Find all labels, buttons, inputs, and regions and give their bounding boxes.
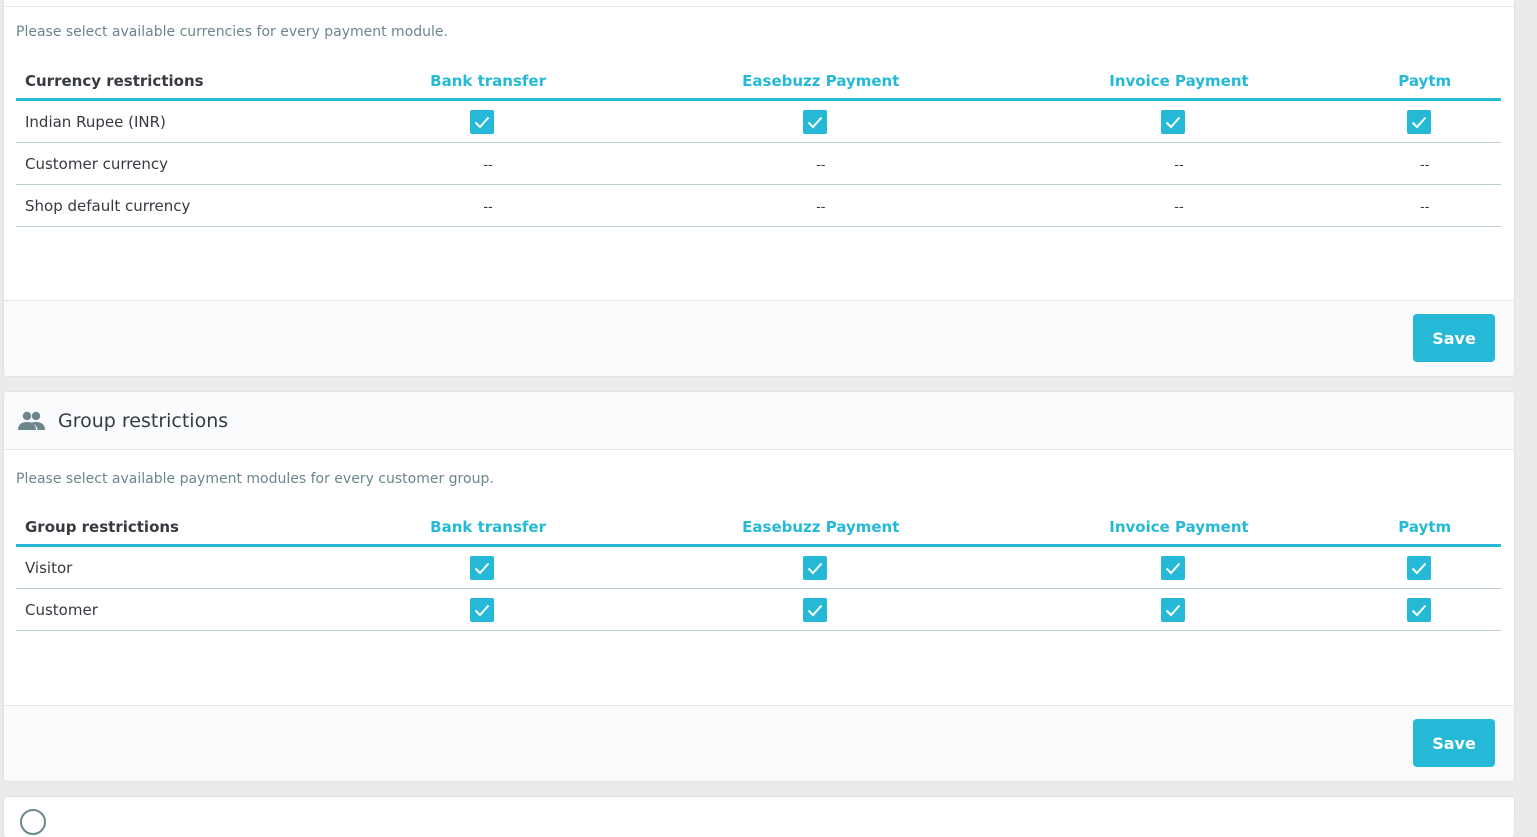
currency-restrictions-table: Currency restrictions Bank transfer Ease… bbox=[16, 64, 1501, 227]
table-cell bbox=[1348, 588, 1501, 631]
table-header-row: Group restrictions Bank transfer Easebuz… bbox=[16, 510, 1501, 547]
empty-cell-dash: -- bbox=[1174, 199, 1184, 215]
checkbox-checked[interactable] bbox=[1160, 555, 1185, 580]
table-cell: -- bbox=[632, 184, 1010, 227]
row-label: Indian Rupee (INR) bbox=[16, 99, 344, 143]
checkbox-checked[interactable] bbox=[802, 109, 827, 134]
empty-cell-dash: -- bbox=[816, 157, 826, 173]
empty-cell-dash: -- bbox=[483, 157, 493, 173]
empty-cell-dash: -- bbox=[1420, 157, 1430, 173]
checkbox-checked[interactable] bbox=[802, 597, 827, 622]
checkbox-checked[interactable] bbox=[1406, 555, 1431, 580]
checkmark-icon bbox=[474, 562, 490, 574]
group-restrictions-panel: Group restrictions Please select availab… bbox=[4, 392, 1514, 781]
table-cell bbox=[632, 99, 1010, 143]
people-icon bbox=[17, 410, 47, 432]
checkmark-icon bbox=[474, 116, 490, 128]
checkbox-checked[interactable] bbox=[1406, 109, 1431, 134]
checkmark-icon bbox=[474, 604, 490, 616]
group-restrictions-table: Group restrictions Bank transfer Easebuz… bbox=[16, 510, 1501, 631]
currency-restrictions-panel: Please select available currencies for e… bbox=[4, 0, 1514, 376]
checkmark-icon bbox=[1165, 604, 1181, 616]
checkbox-checked[interactable] bbox=[1160, 109, 1185, 134]
empty-cell-dash: -- bbox=[483, 199, 493, 215]
checkmark-icon bbox=[807, 604, 823, 616]
table-cell: -- bbox=[1348, 142, 1501, 185]
checkmark-icon bbox=[807, 562, 823, 574]
table-row: Customer bbox=[16, 588, 1501, 631]
checkbox-checked[interactable] bbox=[470, 109, 495, 134]
table-cell bbox=[1348, 545, 1501, 589]
table-cell bbox=[344, 545, 633, 589]
row-label: Customer currency bbox=[16, 142, 344, 185]
row-label: Visitor bbox=[16, 545, 344, 589]
column-header-paytm: Paytm bbox=[1348, 510, 1501, 547]
checkbox-checked[interactable] bbox=[1406, 597, 1431, 622]
column-header-currency-restrictions: Currency restrictions bbox=[16, 64, 344, 101]
table-row: Visitor bbox=[16, 545, 1501, 589]
checkmark-icon bbox=[807, 116, 823, 128]
table-cell bbox=[344, 99, 633, 143]
table-row: Shop default currency -- -- -- -- bbox=[16, 184, 1501, 227]
table-row: Indian Rupee (INR) bbox=[16, 99, 1501, 143]
checkmark-icon bbox=[1411, 604, 1426, 616]
table-cell: -- bbox=[344, 142, 633, 185]
table-cell: -- bbox=[1009, 142, 1349, 185]
column-header-invoice-payment: Invoice Payment bbox=[1009, 510, 1349, 547]
row-label: Shop default currency bbox=[16, 184, 344, 227]
checkmark-icon bbox=[1165, 562, 1181, 574]
table-header-row: Currency restrictions Bank transfer Ease… bbox=[16, 64, 1501, 101]
panel-footer: Save bbox=[4, 300, 1514, 376]
panel-heading: Group restrictions bbox=[4, 392, 1514, 450]
checkmark-icon bbox=[1165, 116, 1181, 128]
column-header-paytm: Paytm bbox=[1348, 64, 1501, 101]
table-cell: -- bbox=[344, 184, 633, 227]
checkbox-checked[interactable] bbox=[802, 555, 827, 580]
table-cell: -- bbox=[1009, 184, 1349, 227]
empty-cell-dash: -- bbox=[1174, 157, 1184, 173]
table-cell bbox=[632, 588, 1010, 631]
panel-title: Group restrictions bbox=[58, 409, 229, 432]
empty-cell-dash: -- bbox=[816, 199, 826, 215]
currency-table-body: Indian Rupee (INR) Customer currency -- -- -… bbox=[16, 99, 1501, 227]
save-button[interactable]: Save bbox=[1413, 314, 1495, 362]
table-cell bbox=[632, 545, 1010, 589]
table-cell bbox=[1009, 588, 1349, 631]
checkmark-icon bbox=[1411, 116, 1426, 128]
column-header-bank-transfer: Bank transfer bbox=[344, 64, 633, 101]
column-header-bank-transfer: Bank transfer bbox=[344, 510, 633, 547]
empty-cell-dash: -- bbox=[1420, 199, 1430, 215]
circle-icon bbox=[20, 809, 46, 835]
table-cell: -- bbox=[632, 142, 1010, 185]
checkmark-icon bbox=[1411, 562, 1426, 574]
checkbox-checked[interactable] bbox=[470, 555, 495, 580]
scrollbar-track[interactable] bbox=[1515, 0, 1537, 814]
table-cell: -- bbox=[1348, 184, 1501, 227]
column-header-group-restrictions: Group restrictions bbox=[16, 510, 344, 547]
table-cell bbox=[1009, 99, 1349, 143]
table-cell bbox=[344, 588, 633, 631]
group-table-body: Visitor Customer bbox=[16, 545, 1501, 631]
column-header-easebuzz-payment: Easebuzz Payment bbox=[632, 510, 1010, 547]
column-header-invoice-payment: Invoice Payment bbox=[1009, 64, 1349, 101]
next-panel bbox=[4, 797, 1514, 837]
table-cell bbox=[1348, 99, 1501, 143]
table-row: Customer currency -- -- -- -- bbox=[16, 142, 1501, 185]
table-cell bbox=[1009, 545, 1349, 589]
column-header-easebuzz-payment: Easebuzz Payment bbox=[632, 64, 1010, 101]
currency-help-text: Please select available currencies for e… bbox=[16, 24, 448, 40]
panel-footer: Save bbox=[4, 705, 1514, 781]
panel-top-border bbox=[4, 0, 1514, 7]
group-help-text: Please select available payment modules … bbox=[16, 471, 494, 487]
checkbox-checked[interactable] bbox=[1160, 597, 1185, 622]
save-button[interactable]: Save bbox=[1413, 719, 1495, 767]
row-label: Customer bbox=[16, 588, 344, 631]
checkbox-checked[interactable] bbox=[470, 597, 495, 622]
